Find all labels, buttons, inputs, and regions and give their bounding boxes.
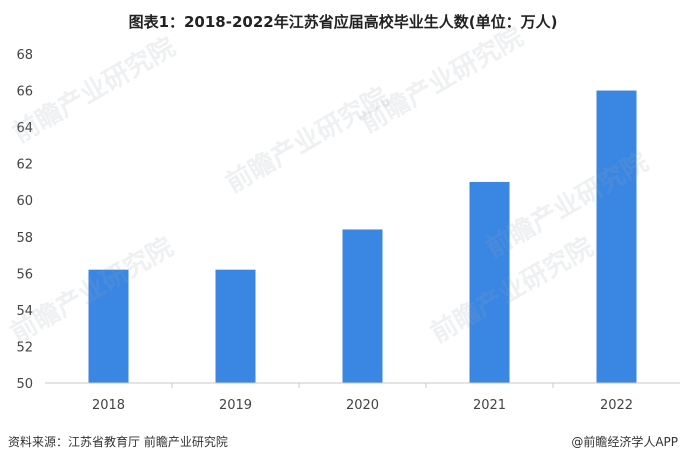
bar-2020 bbox=[342, 229, 383, 383]
y-tick-label: 62 bbox=[16, 158, 33, 173]
source-note: 资料来源：江苏省教育厅 前瞻产业研究院 bbox=[8, 435, 228, 449]
y-axis: 50 52 54 56 58 60 62 64 66 68 bbox=[16, 48, 33, 392]
bar-2019 bbox=[215, 269, 256, 383]
y-tick-label: 50 bbox=[16, 377, 33, 392]
x-tick-label: 2018 bbox=[92, 398, 125, 413]
y-tick-label: 60 bbox=[16, 194, 33, 209]
bar-2018 bbox=[88, 269, 129, 383]
x-tick-label: 2019 bbox=[219, 398, 252, 413]
y-tick-label: 52 bbox=[16, 340, 33, 355]
x-tick-label: 2021 bbox=[473, 398, 506, 413]
x-axis: 2018 2019 2020 2021 2022 bbox=[92, 383, 633, 413]
brand-label: @前瞻经济学人APP bbox=[571, 435, 678, 449]
x-tick-label: 2022 bbox=[600, 398, 633, 413]
chart-title: 图表1：2018-2022年江苏省应届高校毕业生人数(单位：万人) bbox=[128, 13, 558, 31]
x-tick-label: 2020 bbox=[346, 398, 379, 413]
y-tick-label: 66 bbox=[16, 85, 33, 100]
y-tick-label: 58 bbox=[16, 231, 33, 246]
bars bbox=[88, 90, 637, 384]
bar-2021 bbox=[469, 181, 510, 383]
bar-2022 bbox=[596, 90, 637, 384]
y-tick-label: 54 bbox=[16, 304, 33, 319]
bar-chart: 50 52 54 56 58 60 62 64 66 68 2018 2019 2020 2021 202… bbox=[16, 48, 680, 413]
y-tick-label: 56 bbox=[16, 267, 33, 282]
y-tick-label: 64 bbox=[16, 121, 33, 136]
y-tick-label: 68 bbox=[16, 48, 33, 63]
